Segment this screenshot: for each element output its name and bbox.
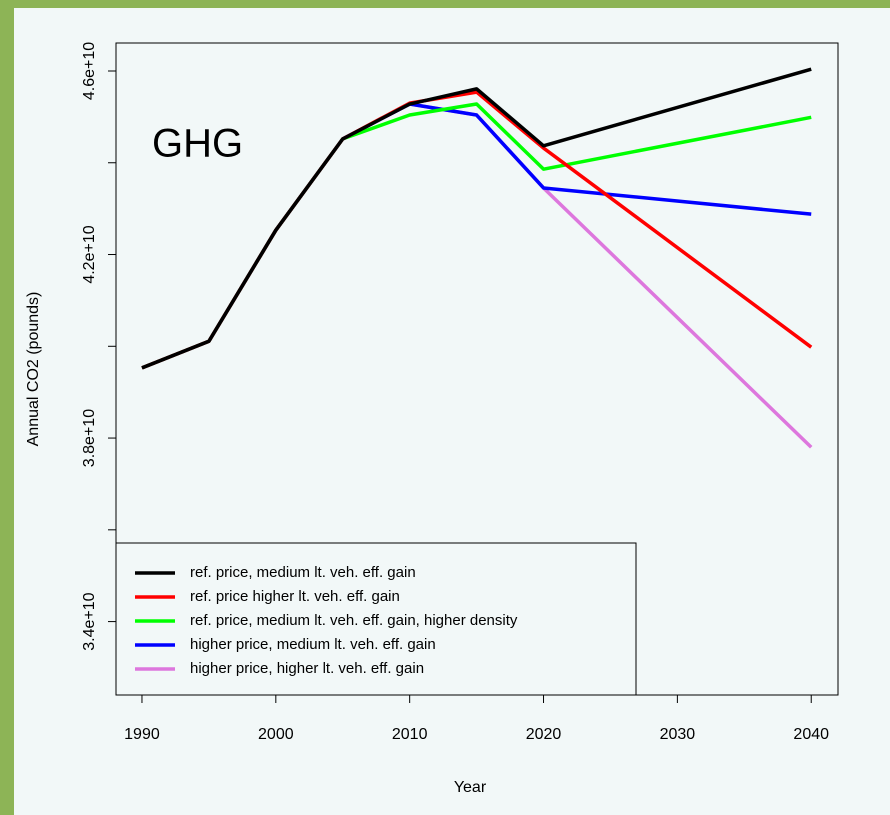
legend-label: higher price, medium lt. veh. eff. gain (190, 636, 436, 653)
x-tick-label: 2020 (526, 726, 562, 743)
x-tick-label: 2010 (392, 726, 428, 743)
series-line (141, 67, 812, 370)
legend-label: ref. price, medium lt. veh. eff. gain, h… (190, 612, 518, 629)
x-tick-label: 2040 (793, 726, 829, 743)
y-tick-label: 3.8e+10 (81, 409, 98, 467)
y-tick-label: 4.6e+10 (81, 42, 98, 100)
y-tick-label: 3.4e+10 (81, 592, 98, 650)
y-axis-label: Annual CO2 (pounds) (25, 292, 42, 447)
y-tick-label: 4.2e+10 (81, 225, 98, 283)
x-tick-label: 2000 (258, 726, 294, 743)
legend-box (115, 542, 637, 696)
x-tick-label: 2030 (660, 726, 696, 743)
legend-label: ref. price higher lt. veh. eff. gain (190, 588, 400, 605)
x-axis-label: Year (454, 779, 487, 796)
annotation: GHG (152, 122, 243, 166)
legend-label: ref. price, medium lt. veh. eff. gain (190, 564, 416, 581)
x-tick-label: 1990 (124, 726, 160, 743)
legend-label: higher price, higher lt. veh. eff. gain (190, 660, 424, 677)
